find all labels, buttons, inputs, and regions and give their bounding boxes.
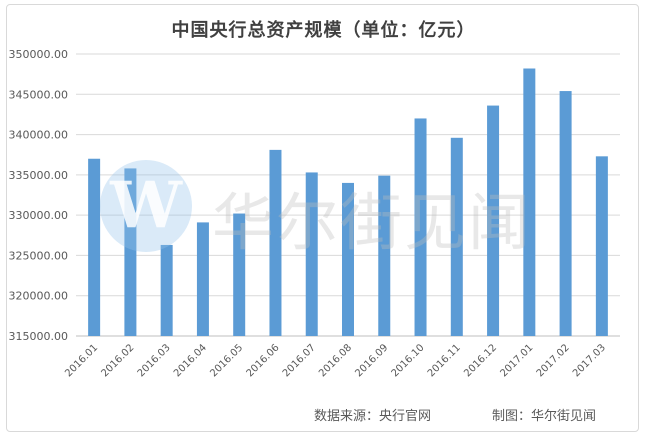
x-tick-label: 2016.04 (172, 342, 209, 379)
y-tick-label: 330000.00 (9, 209, 69, 222)
x-tick-label: 2016.08 (317, 342, 354, 379)
bar (414, 118, 427, 336)
bar (378, 175, 391, 336)
bar (233, 213, 246, 336)
data-source-note: 数据来源：央行官网 (314, 409, 432, 424)
x-tick-label: 2017.02 (535, 342, 572, 379)
bar (450, 137, 463, 336)
bar (342, 182, 354, 336)
y-tick-label: 325000.00 (9, 249, 69, 262)
x-tick-label: 2016.01 (63, 342, 100, 379)
x-tick-label: 2017.01 (498, 342, 535, 379)
bar (523, 68, 536, 336)
y-tick-label: 345000.00 (9, 88, 69, 101)
bar (160, 244, 173, 336)
bar (595, 156, 608, 336)
bar (305, 172, 318, 336)
bar (196, 222, 209, 336)
x-tick-label: 2016.07 (281, 342, 318, 379)
y-tick-label: 335000.00 (9, 169, 69, 182)
chart-credit: 制图：华尔街见闻 (492, 409, 597, 424)
x-tick-label: 2016.12 (462, 342, 499, 379)
x-tick-label: 2016.02 (99, 342, 136, 379)
chart-title: 中国央行总资产规模（单位：亿元） (171, 20, 476, 41)
bar (88, 158, 101, 336)
x-tick-label: 2016.03 (136, 342, 173, 379)
x-tick-label: 2016.09 (353, 342, 390, 379)
y-tick-label: 315000.00 (9, 330, 69, 343)
bar (269, 149, 282, 336)
x-tick-label: 2016.06 (245, 342, 282, 379)
y-tick-label: 350000.00 (9, 48, 69, 61)
chart-frame (6, 4, 639, 432)
x-tick-label: 2017.03 (571, 342, 608, 379)
y-tick-label: 320000.00 (9, 290, 69, 303)
bar (487, 105, 500, 337)
bar (124, 168, 137, 336)
bar (559, 91, 572, 336)
y-tick-label: 340000.00 (9, 129, 69, 142)
x-tick-label: 2016.05 (208, 342, 245, 379)
x-tick-label: 2016.10 (390, 342, 427, 379)
x-tick-label: 2016.11 (426, 342, 463, 379)
